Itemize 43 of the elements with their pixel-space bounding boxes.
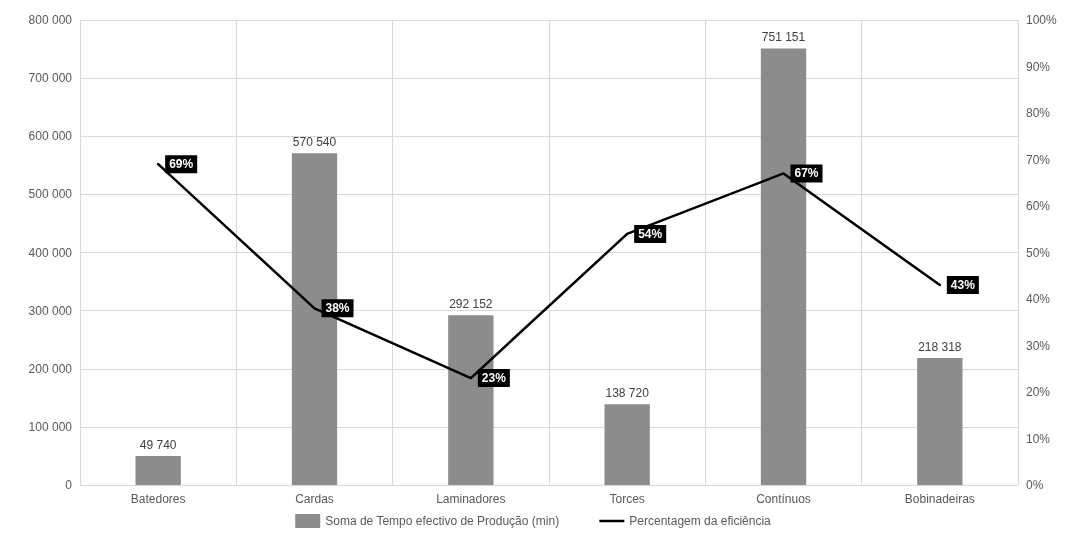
y2-tick-label: 20%	[1026, 385, 1051, 399]
y-tick-label: 300 000	[28, 303, 73, 318]
data-label: 54%	[638, 226, 663, 241]
y2-tick-label: 90%	[1026, 59, 1051, 74]
x-tick-label: Laminadores	[436, 492, 506, 506]
x-tick-label: Cardas	[295, 492, 334, 506]
data-label: 138 720	[605, 386, 650, 401]
bar	[604, 404, 650, 485]
y2-tick-label: 50%	[1026, 245, 1051, 260]
y2-tick-label: 70%	[1026, 152, 1051, 167]
legend-label: Percentagem da eficiência	[629, 514, 772, 528]
data-label: 292 152	[449, 297, 493, 312]
data-label: 570 540	[292, 135, 337, 150]
y2-tick-label: 30%	[1026, 338, 1051, 353]
x-tick-label: Bobinadeiras	[904, 492, 975, 506]
data-label: 43%	[950, 278, 976, 293]
x-tick-label: Contínuos	[756, 492, 811, 506]
y-tick-label: 0	[65, 478, 73, 492]
y-tick-label: 200 000	[28, 361, 73, 376]
y-tick-label: 100 000	[28, 419, 73, 434]
data-label: 69%	[169, 157, 194, 172]
y2-tick-label: 80%	[1026, 106, 1051, 120]
data-label: 23%	[481, 371, 507, 386]
bar	[135, 456, 181, 485]
y2-tick-label: 60%	[1026, 199, 1051, 213]
y-tick-label: 400 000	[28, 245, 73, 260]
x-tick-label: Batedores	[130, 492, 186, 506]
data-label: 49 740	[139, 438, 177, 453]
data-label: 218 318	[918, 340, 962, 355]
y-tick-label: 500 000	[28, 187, 73, 202]
bar	[917, 358, 963, 485]
x-tick-label: Torces	[609, 492, 645, 506]
y2-tick-label: 40%	[1026, 292, 1051, 306]
y2-tick-label: 10%	[1026, 431, 1051, 446]
y-tick-label: 600 000	[28, 129, 73, 144]
y2-tick-label: 100%	[1026, 13, 1058, 27]
data-label: 38%	[325, 301, 350, 316]
legend-label: Soma de Tempo efectivo de Produção (min)	[325, 514, 560, 528]
y2-tick-label: 0%	[1026, 478, 1044, 492]
data-label: 67%	[794, 166, 819, 181]
y-tick-label: 700 000	[28, 71, 73, 86]
data-label: 751 151	[761, 30, 806, 45]
y-tick-label: 800 000	[28, 13, 73, 27]
